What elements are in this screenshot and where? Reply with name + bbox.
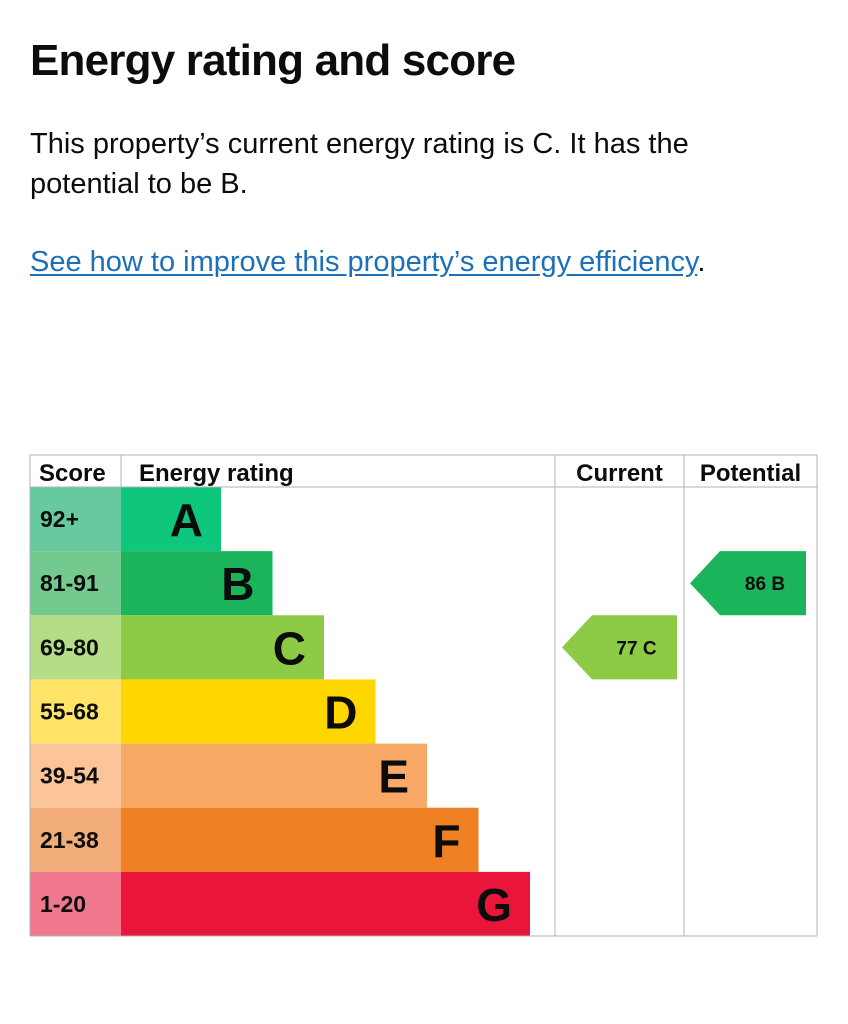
rating-bar [121, 551, 273, 616]
score-label: 39-54 [40, 763, 99, 789]
rating-letter: G [476, 879, 512, 931]
score-cell [30, 871, 121, 936]
rating-letter: C [273, 622, 306, 674]
rating-bar [121, 615, 324, 680]
improve-paragraph: See how to improve this property’s energ… [30, 242, 705, 282]
rating-bar [121, 871, 530, 936]
rating-letter: F [432, 815, 460, 867]
rating-bar [121, 487, 221, 552]
header-energy-rating: Energy rating [139, 460, 294, 487]
rating-letter: A [170, 494, 203, 546]
score-cell [30, 743, 121, 808]
potential-rating-arrow [690, 551, 806, 616]
score-cell [30, 807, 121, 872]
score-label: 55-68 [40, 699, 99, 725]
score-cell [30, 551, 121, 616]
rating-letter: B [221, 558, 254, 610]
improve-link-suffix: . [697, 246, 706, 278]
header-score: Score [39, 460, 106, 487]
score-label: 69-80 [40, 634, 99, 660]
header-potential: Potential [700, 460, 801, 487]
rating-bar [121, 743, 427, 808]
header-current: Current [576, 460, 663, 487]
rating-letter: D [324, 687, 357, 739]
current-rating-label: 77 C [616, 638, 656, 659]
score-label: 1-20 [40, 891, 86, 917]
improve-efficiency-link[interactable]: See how to improve this property’s energ… [30, 246, 698, 278]
rating-bar [121, 807, 479, 872]
score-cell [30, 615, 121, 680]
rating-description: This property’s current energy rating is… [30, 128, 689, 200]
potential-rating-label: 86 B [745, 574, 785, 595]
score-label: 81-91 [40, 570, 99, 596]
score-cell [30, 679, 121, 744]
score-label: 21-38 [40, 827, 99, 853]
rating-bar [121, 679, 376, 744]
score-cell [30, 487, 121, 552]
rating-letter: E [378, 751, 409, 803]
current-rating-arrow [562, 615, 677, 680]
page-title: Energy rating and score [30, 36, 516, 85]
score-label: 92+ [40, 506, 79, 532]
